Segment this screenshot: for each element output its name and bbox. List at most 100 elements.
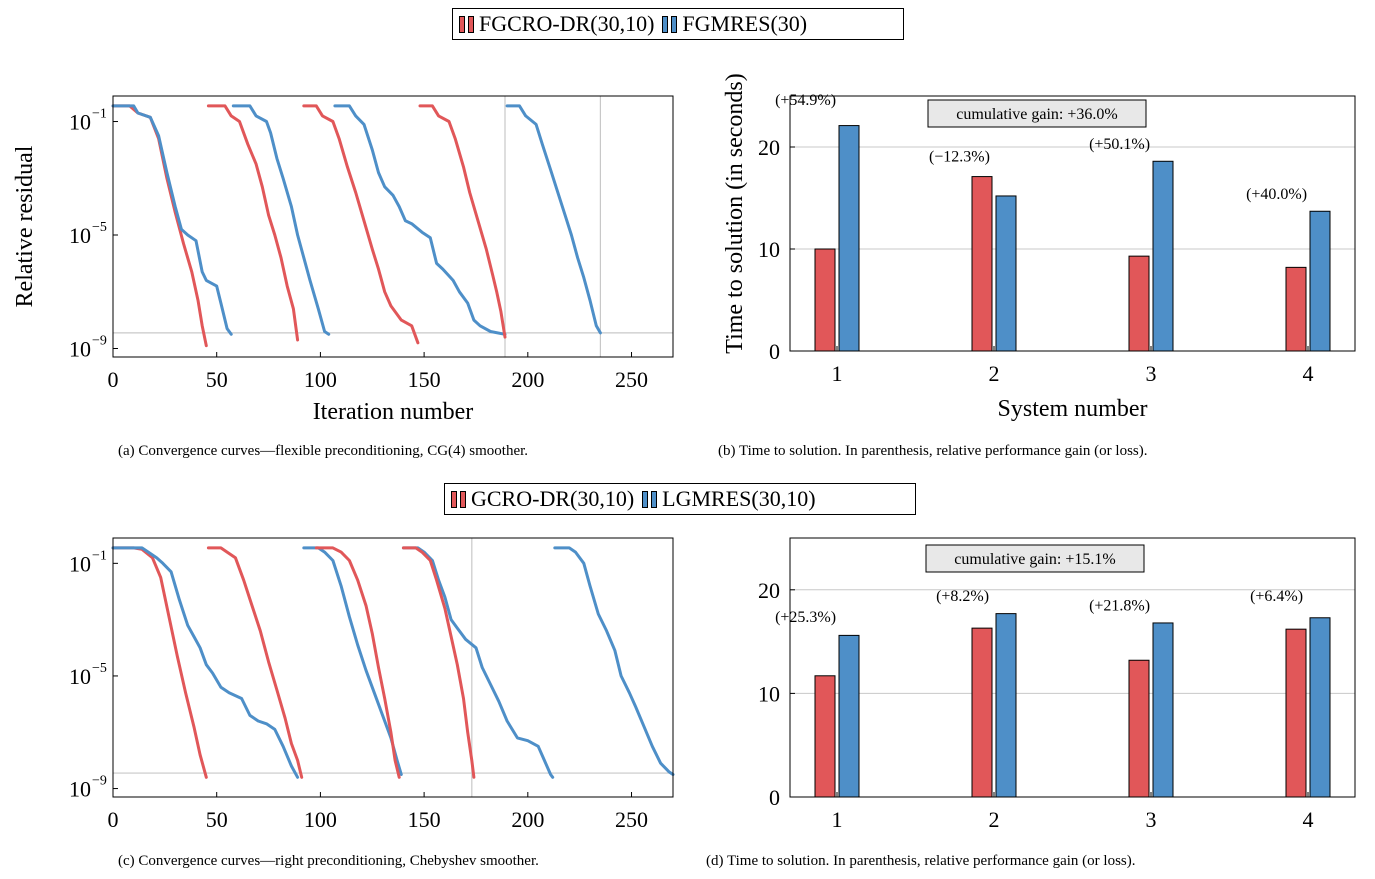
x-tick-label: 2	[989, 361, 1000, 386]
plot-frame	[112, 95, 674, 358]
x-axis-label: Iteration number	[313, 399, 474, 425]
legend-label: LGMRES(30,10)	[662, 486, 816, 511]
y-tick-label: 0	[769, 339, 780, 364]
series-line-2	[111, 546, 300, 779]
legend-swatch-red-icon	[468, 15, 474, 33]
y-tick-label: 10	[69, 777, 91, 802]
series-line-1	[111, 546, 208, 779]
y-tick-label: 10	[758, 681, 780, 706]
x-tick-label: 0	[108, 807, 119, 832]
x-tick-label: 200	[511, 807, 544, 832]
legend-label: GCRO-DR(30,10)	[471, 486, 635, 511]
x-tick-label: 100	[304, 367, 337, 392]
legend-swatch-red-icon	[459, 15, 465, 33]
gain-annotation: (+50.1%)	[1089, 136, 1150, 153]
x-tick-label: 2	[989, 807, 1000, 832]
gain-annotation: (+54.9%)	[775, 92, 836, 109]
x-axis-label: System number	[998, 396, 1148, 422]
caption-c: (c) Convergence curves—right preconditio…	[118, 853, 539, 869]
legend-swatch-red-icon	[451, 490, 457, 508]
legend-item-gcro-dr: GCRO-DR(30,10)	[451, 486, 638, 512]
series-line-7	[418, 104, 507, 339]
y-tick-exponent: −9	[92, 333, 107, 348]
series-line-4	[302, 546, 403, 776]
y-tick-label: 10	[69, 223, 91, 248]
legend-swatch-red-icon	[460, 490, 466, 508]
gain-annotation: (−12.3%)	[929, 148, 990, 165]
series-line-4	[231, 104, 331, 336]
x-tick-label: 150	[408, 367, 441, 392]
legend-top: FGCRO-DR(30,10) FGMRES(30)	[452, 8, 904, 40]
bar-red-1	[814, 675, 836, 798]
series-line-6	[333, 104, 507, 336]
bar-red-4	[1285, 628, 1307, 798]
y-tick-exponent: −5	[92, 220, 107, 235]
bar-red-3	[1128, 659, 1150, 798]
legend-swatch-blue-icon	[642, 490, 649, 508]
y-tick-label: 10	[69, 336, 91, 361]
plot-frame	[789, 95, 1356, 352]
y-tick-label: 10	[69, 110, 91, 135]
bar-red-2	[971, 627, 993, 798]
y-tick-exponent: −5	[92, 661, 107, 676]
series-line-5	[302, 104, 420, 345]
y-tick-exponent: −1	[92, 548, 107, 563]
y-tick-exponent: −1	[92, 107, 107, 122]
y-tick-label: 20	[758, 135, 780, 160]
y-tick-label: 0	[769, 785, 780, 810]
x-tick-label: 1	[832, 807, 843, 832]
caption-d: (d) Time to solution. In parenthesis, re…	[706, 853, 1136, 869]
note-text: cumulative gain: +15.1%	[954, 551, 1115, 568]
plot-frame	[789, 537, 1356, 798]
x-tick-label: 3	[1146, 807, 1157, 832]
x-tick-label: 250	[615, 367, 648, 392]
legend-label: FGCRO-DR(30,10)	[479, 11, 655, 36]
gain-annotation: (+21.8%)	[1089, 598, 1150, 615]
bar-blue-2	[995, 195, 1017, 352]
note-text: cumulative gain: +36.0%	[956, 106, 1117, 123]
gain-annotation: (+8.2%)	[936, 588, 989, 605]
bar-blue-3	[1152, 622, 1174, 798]
x-tick-label: 50	[206, 367, 228, 392]
legend-item-fgcro-dr: FGCRO-DR(30,10)	[459, 11, 658, 37]
legend-item-fgmres: FGMRES(30)	[662, 11, 811, 37]
caption-b: (b) Time to solution. In parenthesis, re…	[718, 443, 1148, 459]
legend-swatch-blue-icon	[662, 15, 669, 33]
bar-blue-1	[838, 125, 860, 352]
gain-annotation: (+6.4%)	[1250, 588, 1303, 605]
legend-label: FGMRES(30)	[682, 11, 808, 36]
y-axis-label: Time to solution (in seconds)	[722, 73, 748, 353]
bar-blue-1	[838, 634, 860, 798]
x-tick-label: 100	[304, 807, 337, 832]
y-tick-label: 20	[758, 578, 780, 603]
x-tick-label: 150	[408, 807, 441, 832]
series-line-2	[111, 104, 233, 336]
y-tick-label: 10	[69, 551, 91, 576]
x-tick-label: 1	[832, 361, 843, 386]
x-tick-label: 50	[206, 807, 228, 832]
bar-red-3	[1128, 255, 1150, 352]
y-tick-exponent: −9	[92, 774, 107, 789]
note-box	[925, 544, 1145, 573]
bar-blue-3	[1152, 160, 1174, 352]
legend-item-lgmres: LGMRES(30,10)	[642, 486, 819, 512]
gain-annotation: (+40.0%)	[1246, 186, 1307, 203]
plot-frame	[112, 537, 674, 798]
cumulative-gain-note: cumulative gain: +15.1%	[925, 544, 1145, 573]
legend-bottom: GCRO-DR(30,10) LGMRES(30,10)	[444, 483, 916, 515]
series-line-3	[206, 104, 300, 342]
y-tick-label: 10	[69, 664, 91, 689]
x-tick-label: 4	[1303, 361, 1314, 386]
series-line-6	[401, 546, 555, 779]
series-line-8	[553, 546, 675, 776]
legend-swatch-blue-icon	[651, 490, 658, 508]
note-box	[927, 99, 1147, 128]
series-line-3	[206, 546, 304, 779]
x-tick-label: 0	[108, 367, 119, 392]
series-line-5	[314, 546, 401, 779]
bar-blue-2	[995, 613, 1017, 798]
series-line-7	[401, 546, 476, 779]
caption-a: (a) Convergence curves—flexible precondi…	[118, 443, 529, 459]
y-tick-label: 10	[758, 237, 780, 262]
